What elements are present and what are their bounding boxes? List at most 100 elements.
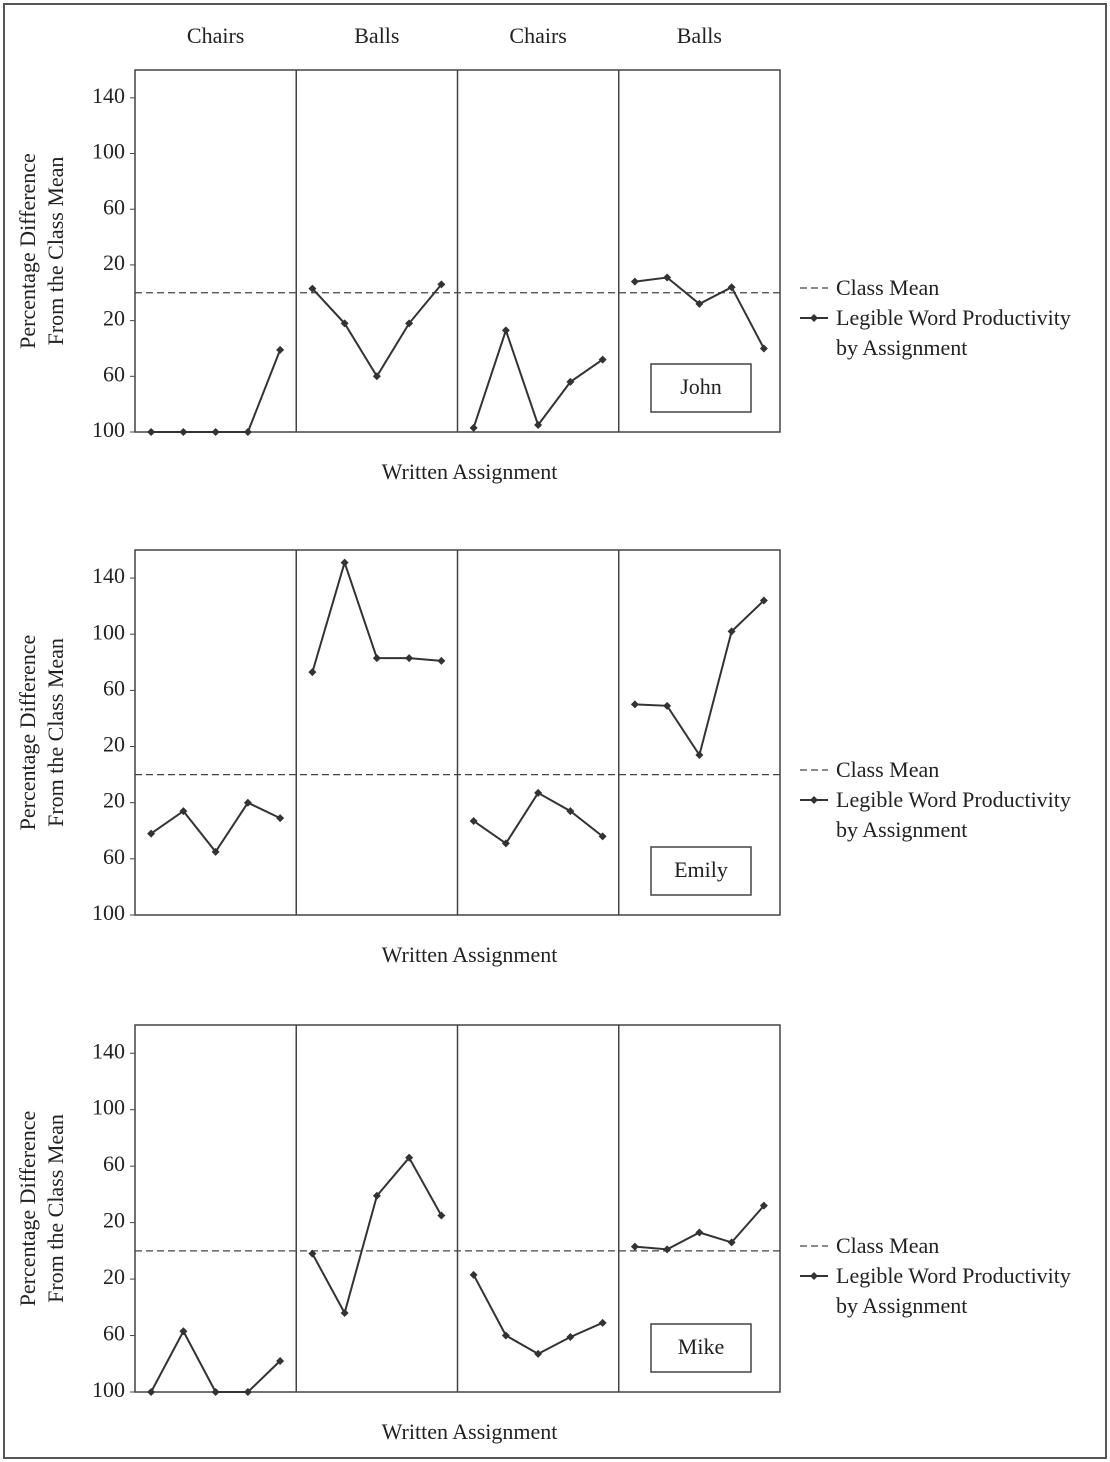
legend-swatch <box>800 313 828 322</box>
legend-item: Class Mean <box>798 755 1078 785</box>
y-tick-label: 60 <box>103 361 125 386</box>
legend-marker <box>810 1271 818 1280</box>
data-point <box>630 700 639 709</box>
data-point <box>243 428 252 436</box>
data-point <box>405 319 414 328</box>
data-point <box>759 1201 768 1210</box>
y-axis-label: Percentage Difference <box>15 153 40 349</box>
student-box <box>650 363 752 413</box>
legend-label: Class Mean <box>836 274 940 300</box>
y-axis-label: From the Class Mean <box>43 157 68 346</box>
student-name: John <box>680 374 722 399</box>
data-point <box>469 1270 478 1279</box>
data-point <box>630 1242 639 1251</box>
y-tick-label: 100 <box>92 1095 125 1120</box>
series-line <box>472 1274 604 1356</box>
data-point <box>727 627 736 636</box>
data-point <box>243 798 252 807</box>
x-axis-label: Written Assignment <box>382 942 558 967</box>
series-line <box>311 283 443 379</box>
data-point <box>276 345 285 354</box>
series-line <box>473 791 604 845</box>
series-line <box>634 276 765 349</box>
data-point <box>663 1245 672 1254</box>
data-point <box>179 807 188 816</box>
y-tick-label: 20 <box>103 788 125 813</box>
data-point <box>759 344 768 353</box>
data-point <box>695 1228 704 1237</box>
data-point <box>308 668 317 677</box>
data-point <box>211 428 220 436</box>
data-point <box>276 1356 285 1365</box>
series-line <box>151 349 282 433</box>
data-point <box>405 654 414 663</box>
data-point <box>147 829 156 838</box>
legend-swatch <box>800 795 828 804</box>
data-point <box>372 1191 381 1200</box>
legend-item: Class Mean <box>798 273 1078 303</box>
data-point <box>405 1153 414 1162</box>
data-point <box>695 299 704 308</box>
data-point <box>211 847 220 856</box>
y-tick-label: 140 <box>92 1038 125 1063</box>
y-axis-label: From the Class Mean <box>43 1114 68 1303</box>
legend: Class Mean Legible Word Productivity by A… <box>798 273 1078 363</box>
data-point <box>501 839 510 848</box>
data-point <box>695 750 704 759</box>
data-point <box>663 701 672 710</box>
y-axis-label: Percentage Difference <box>15 1111 40 1307</box>
x-axis-label: Written Assignment <box>382 459 558 484</box>
series-line <box>472 327 604 429</box>
y-tick-label: 60 <box>103 194 125 219</box>
phase-label: Balls <box>677 23 722 48</box>
student-name: Emily <box>674 857 728 882</box>
legend-label: Legible Word Productivity by Assignment <box>836 786 1071 842</box>
data-point <box>147 1388 156 1396</box>
y-tick-label: 20 <box>103 1208 125 1233</box>
legend-item: Legible Word Productivity by Assignment <box>798 303 1078 363</box>
legend-item: Class Mean <box>798 1231 1078 1261</box>
data-point <box>276 814 285 823</box>
legend-swatch <box>800 1245 828 1247</box>
legend-label: Class Mean <box>836 756 940 782</box>
data-point <box>598 355 607 364</box>
data-point <box>566 377 575 386</box>
y-tick-label: 100 <box>92 619 125 644</box>
series-line <box>634 599 765 758</box>
data-point <box>340 1308 349 1317</box>
data-point <box>340 319 349 328</box>
legend-swatch <box>800 287 828 289</box>
data-point <box>308 1249 317 1258</box>
data-point <box>534 421 543 430</box>
legend: Class Mean Legible Word Productivity by A… <box>798 1231 1078 1321</box>
data-point <box>340 558 349 567</box>
data-point <box>630 277 639 286</box>
data-point <box>147 428 156 436</box>
legend-item: Legible Word Productivity by Assignment <box>798 1261 1078 1321</box>
data-point <box>598 832 607 841</box>
series-line <box>150 801 281 854</box>
y-tick-label: 20 <box>103 732 125 757</box>
y-tick-label: 20 <box>103 1264 125 1289</box>
y-tick-label: 100 <box>92 139 125 164</box>
data-point <box>437 1211 446 1220</box>
data-point <box>759 596 768 605</box>
y-tick-label: 100 <box>92 417 125 442</box>
legend-label: Class Mean <box>836 1232 940 1258</box>
legend: Class Mean Legible Word Productivity by A… <box>798 755 1078 845</box>
y-axis-label: From the Class Mean <box>43 638 68 827</box>
data-point <box>179 428 188 436</box>
data-point <box>598 1318 607 1327</box>
data-point <box>211 1388 220 1396</box>
data-point <box>372 372 381 381</box>
y-tick-label: 60 <box>103 675 125 700</box>
data-point <box>437 280 446 289</box>
data-point <box>566 807 575 816</box>
legend-label: Legible Word Productivity by Assignment <box>836 1262 1071 1318</box>
data-point <box>437 656 446 665</box>
figure-border <box>3 3 1107 1459</box>
x-axis-label: Written Assignment <box>382 1419 558 1444</box>
data-point <box>469 423 478 432</box>
series-line <box>150 1329 281 1393</box>
